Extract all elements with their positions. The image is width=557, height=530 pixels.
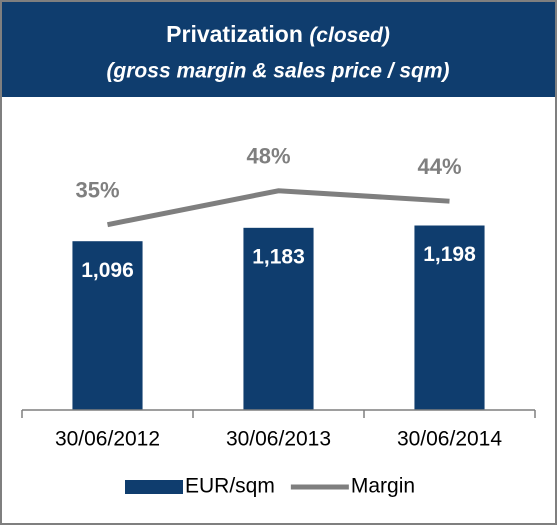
chart-subtitle: (gross margin & sales price / sqm) <box>106 60 449 83</box>
margin-line <box>107 188 450 228</box>
bar <box>414 225 485 410</box>
legend-label: Margin <box>351 475 415 498</box>
chart-title-line: Privatization (closed) <box>166 21 390 47</box>
bar <box>243 227 314 410</box>
bar-label: 1,096 <box>81 259 134 282</box>
bar-label: 1,183 <box>252 245 305 268</box>
line-label: 48% <box>246 144 290 169</box>
legend-swatch <box>125 480 183 494</box>
x-tick-label: 30/06/2013 <box>226 428 331 451</box>
bar <box>72 241 143 410</box>
header <box>2 2 555 97</box>
x-tick-label: 30/06/2014 <box>397 428 502 451</box>
x-tick-label: 30/06/2012 <box>55 428 160 451</box>
legend-label: EUR/sqm <box>185 475 275 498</box>
line-label: 35% <box>75 177 119 202</box>
bar-label: 1,198 <box>423 243 476 266</box>
line-label: 44% <box>417 154 461 179</box>
chart-title-note: (closed) <box>309 24 390 47</box>
chart-title: Privatization <box>166 21 303 47</box>
